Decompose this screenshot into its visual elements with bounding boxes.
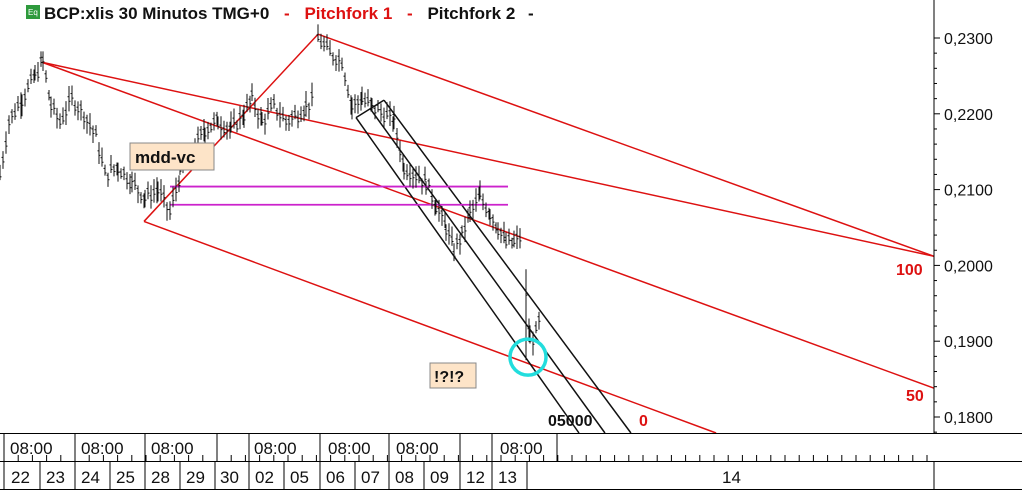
sep-3: - [528,4,534,23]
pitchfork-1-label: Pitchfork 1 [304,4,392,23]
x-time-label: 08:00 [500,439,543,458]
pitchfork-2-label: Pitchfork 2 [427,4,515,23]
symbol-text: BCP:xlis 30 Minutos TMG+0 [44,4,269,23]
x-time-label: 08:00 [396,439,439,458]
question-box [429,362,477,389]
pitchfork-2-line [355,117,580,434]
level-0-label: 0 [639,413,648,430]
x-date-label: 13 [498,468,517,487]
x-date-label: 05 [290,468,309,487]
level-05000-label: 05000 [548,413,593,430]
x-date-label: 14 [722,468,741,487]
highlight-circle-ring [508,337,548,377]
pitchfork-1-line [41,61,935,258]
pitchfork-1-line [317,33,935,258]
x-date-label: 02 [255,468,274,487]
y-tick-label: 0,2000 [944,258,993,275]
x-date-label: 06 [326,468,345,487]
highlight-circle [508,337,548,377]
pitchfork-2-line [369,108,606,434]
plot-area[interactable] [0,0,934,433]
x-time-label: 08:00 [328,439,371,458]
eq-badge-icon [26,5,40,19]
x-date-label: 22 [11,468,30,487]
level-100-label: 100 [896,262,923,279]
pitchfork-1-line [143,220,717,434]
pitchfork-2-line [383,99,632,434]
pitchfork-1-line [41,61,935,389]
y-tick-label: 0,2200 [944,107,993,124]
x-date-label: 24 [81,468,100,487]
x-date-label: 07 [361,468,380,487]
sep-2: - [407,4,413,23]
y-axis: 0,2300 0,2200 0,2100 0,2000 0,1900 0,1800 [934,31,993,433]
x-axis: 08:00 08:00 08:00 08:00 08:00 08:00 08:00 22 23 2… [3,433,935,489]
x-date-label: 12 [466,468,485,487]
y-tick-label: 0,1900 [944,334,993,351]
level-50-label: 50 [906,388,924,405]
price-bars [0,24,541,361]
x-time-label: 08:00 [10,439,53,458]
y-tick-label: 0,1800 [944,410,993,427]
question-label: !?!? [434,369,464,386]
eq-badge-text: Eq [28,8,38,17]
x-date-label: 30 [220,468,239,487]
pitchfork-2-lines [355,99,632,434]
mdd-vc-box [129,142,215,171]
sep-1: - [284,4,290,23]
y-tick-label: 0,2300 [944,31,993,48]
x-time-label: 08:00 [151,439,194,458]
x-date-label: 23 [46,468,65,487]
x-time-label: 08:00 [81,439,124,458]
mdd-vc-label: mdd-vc [135,148,195,167]
x-date-label: 29 [186,468,205,487]
x-date-label: 25 [116,468,135,487]
magenta-lines [170,185,508,206]
x-time-label: 08:00 [254,439,297,458]
y-tick-label: 0,2100 [944,183,993,200]
chart-title: BCP:xlis 30 Minutos TMG+0 - Pitchfork 1 … [44,4,534,23]
x-date-label: 08 [395,468,414,487]
x-date-label: 09 [430,468,449,487]
x-date-label: 28 [151,468,170,487]
